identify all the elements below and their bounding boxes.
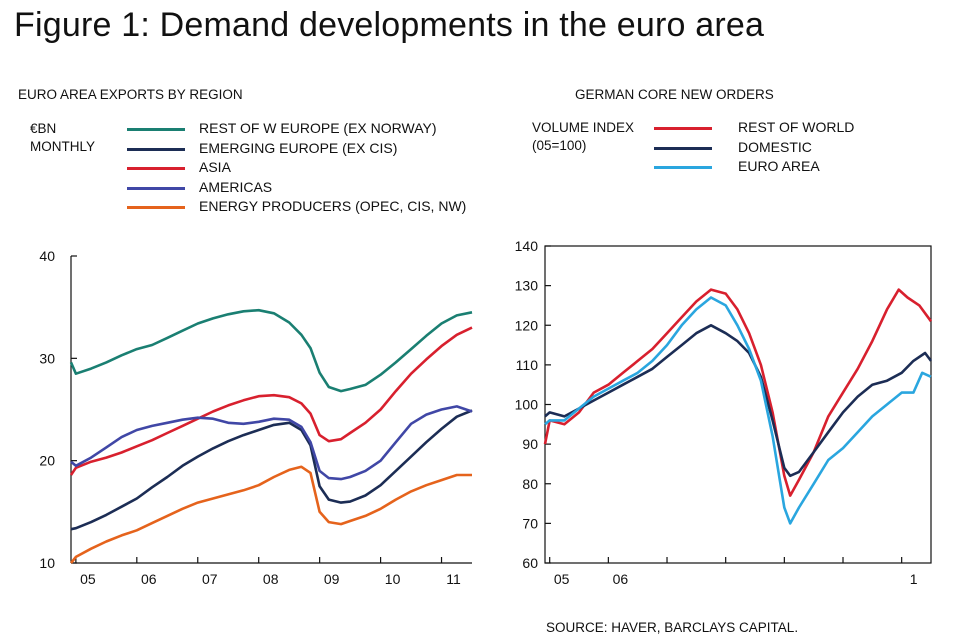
legend-label: EURO AREA: [738, 158, 820, 174]
right-series-line-0: [543, 288, 933, 497]
legend-swatch: [127, 167, 185, 170]
left-unit-line-2: MONTHLY: [30, 139, 96, 154]
right-unit-line-2: (05=100): [532, 138, 587, 153]
left-x-tick-label: 06: [141, 571, 157, 587]
left-x-tick-label: 07: [202, 571, 218, 587]
legend-label: REST OF W EUROPE (EX NORWAY): [199, 120, 437, 136]
legend-swatch: [127, 206, 185, 209]
legend-label: AMERICAS: [199, 178, 273, 195]
right-x-tick-label: 1: [910, 571, 918, 587]
right-y-tick-label: 80: [522, 476, 538, 492]
left-series-line-4: [69, 465, 472, 564]
left-unit-label: €BN MONTHLY: [30, 120, 95, 156]
left-y-tick-label: 10: [39, 555, 55, 571]
legend-label: ASIA: [199, 159, 231, 175]
left-x-tick-label: 09: [324, 571, 340, 587]
right-y-tick-label: 110: [516, 357, 539, 373]
legend-label: DOMESTIC: [738, 138, 812, 155]
right-unit-line-1: VOLUME INDEX: [532, 120, 635, 135]
left-x-tick-label: 11: [446, 571, 461, 587]
right-x-tick-label: 06: [613, 571, 629, 587]
left-series-line-1: [70, 409, 473, 531]
right-plot-frame: [544, 245, 932, 564]
left-y-tick-label: 40: [39, 248, 55, 264]
legend-swatch: [654, 166, 712, 169]
left-x-tick-label: 10: [385, 571, 401, 587]
right-y-tick-label: 60: [522, 555, 538, 571]
source-note: SOURCE: HAVER, BARCLAYS CAPITAL.: [546, 620, 799, 635]
legend-swatch: [654, 146, 712, 150]
right-y-tick-label: 140: [515, 238, 539, 254]
left-x-tick-label: 05: [80, 571, 96, 587]
left-series-line-2: [69, 326, 473, 476]
left-chart-title: EURO AREA EXPORTS BY REGION: [18, 87, 243, 102]
right-y-tick-label: 100: [515, 397, 539, 413]
legend-label: EMERGING EUROPE (EX CIS): [199, 139, 398, 156]
left-unit-line-1: €BN: [30, 121, 57, 136]
right-x-tick-label: 05: [554, 571, 570, 587]
legend-label: ENERGY PRODUCERS (OPEC, CIS, NW): [199, 198, 467, 214]
legend-swatch: [127, 186, 185, 190]
left-y-tick-label: 20: [39, 453, 55, 469]
legend-swatch: [127, 128, 185, 131]
right-chart-title: GERMAN CORE NEW ORDERS: [575, 87, 774, 102]
left-x-tick-label: 08: [263, 571, 279, 587]
right-y-tick-label: 130: [515, 278, 539, 294]
left-series-line-0: [69, 308, 473, 393]
left-y-tick-label: 30: [39, 350, 55, 366]
right-unit-label: VOLUME INDEX (05=100): [532, 119, 634, 155]
legend-label: REST OF WORLD: [738, 119, 855, 135]
right-y-tick-label: 70: [522, 515, 538, 531]
figure-title: Figure 1: Demand developments in the eur…: [14, 6, 765, 44]
legend-swatch: [654, 127, 712, 130]
legend-swatch: [127, 147, 185, 151]
right-y-tick-label: 120: [515, 317, 539, 333]
left-series-line-3: [70, 405, 473, 481]
right-series-line-1: [544, 324, 933, 478]
right-y-tick-label: 90: [522, 436, 538, 452]
right-series-line-2: [544, 296, 932, 525]
